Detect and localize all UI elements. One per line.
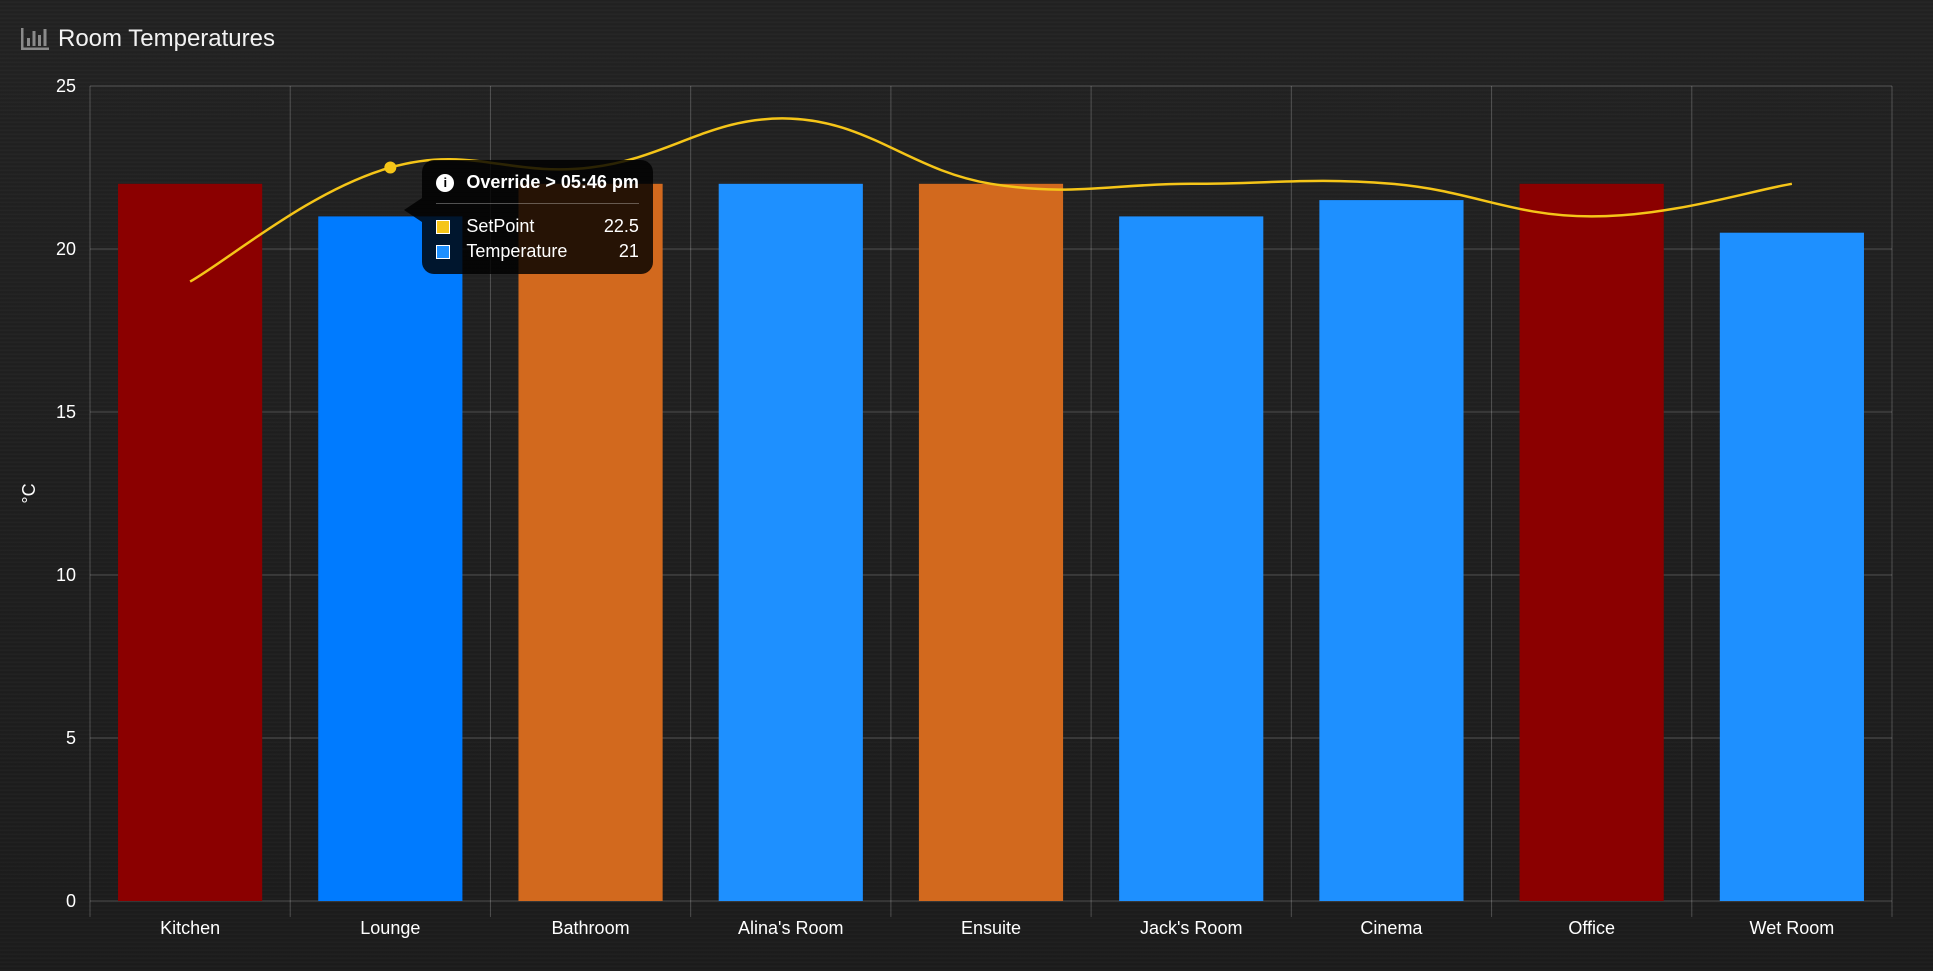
bar-jack-s-room: [1119, 216, 1264, 901]
x-tick-label: Wet Room: [1750, 918, 1835, 938]
bar-ensuite: [918, 183, 1064, 902]
y-tick-label: 15: [56, 402, 76, 422]
tooltip-row-temperature: Temperature 21: [436, 239, 639, 264]
tooltip-row-name: SetPoint: [466, 216, 535, 236]
bar-alina-s-room: [718, 183, 863, 902]
x-tick-label: Alina's Room: [738, 918, 843, 938]
x-tick-label: Cinema: [1360, 918, 1423, 938]
setpoint-line: [189, 117, 1793, 283]
panel-header: Room Temperatures: [20, 22, 275, 56]
tooltip-row-value: 22.5: [603, 216, 639, 236]
tooltip-header: i Override > 05:46 pm: [436, 172, 639, 204]
chart-title: Room Temperatures: [58, 25, 275, 52]
bar-lounge: [318, 216, 463, 901]
y-tick-label: 10: [56, 565, 76, 585]
tooltip-caret: [404, 198, 423, 222]
chart-tooltip: i Override > 05:46 pm SetPoint 22.5 Temp…: [422, 160, 653, 274]
y-tick-label: 0: [66, 891, 76, 911]
temperature-swatch: [436, 244, 451, 259]
x-tick-label: Kitchen: [160, 918, 220, 938]
x-tick-label: Bathroom: [552, 918, 630, 938]
x-tick-label: Jack's Room: [1140, 918, 1242, 938]
tooltip-title: Override > 05:46 pm: [466, 172, 639, 192]
bar-office: [1519, 183, 1664, 902]
y-tick-label: 25: [56, 76, 76, 96]
setpoint-highlight-point: [384, 161, 397, 174]
bar-bathroom: [518, 183, 663, 902]
x-tick-label: Office: [1568, 918, 1615, 938]
x-tick-label: Lounge: [360, 918, 420, 938]
info-icon: i: [436, 173, 455, 192]
bar-wet-room: [1719, 232, 1864, 901]
bar-cinema: [1319, 200, 1464, 902]
setpoint-swatch: [436, 219, 451, 234]
tooltip-row-value: 21: [618, 241, 639, 261]
bar-kitchen: [118, 183, 263, 902]
y-tick-label: 5: [66, 728, 76, 748]
y-axis-label: °C: [19, 483, 39, 503]
y-tick-label: 20: [56, 239, 76, 259]
bar-chart-icon: [20, 26, 50, 52]
x-tick-label: Ensuite: [961, 918, 1021, 938]
tooltip-row-setpoint: SetPoint 22.5: [436, 214, 639, 239]
tooltip-row-name: Temperature: [466, 241, 568, 261]
